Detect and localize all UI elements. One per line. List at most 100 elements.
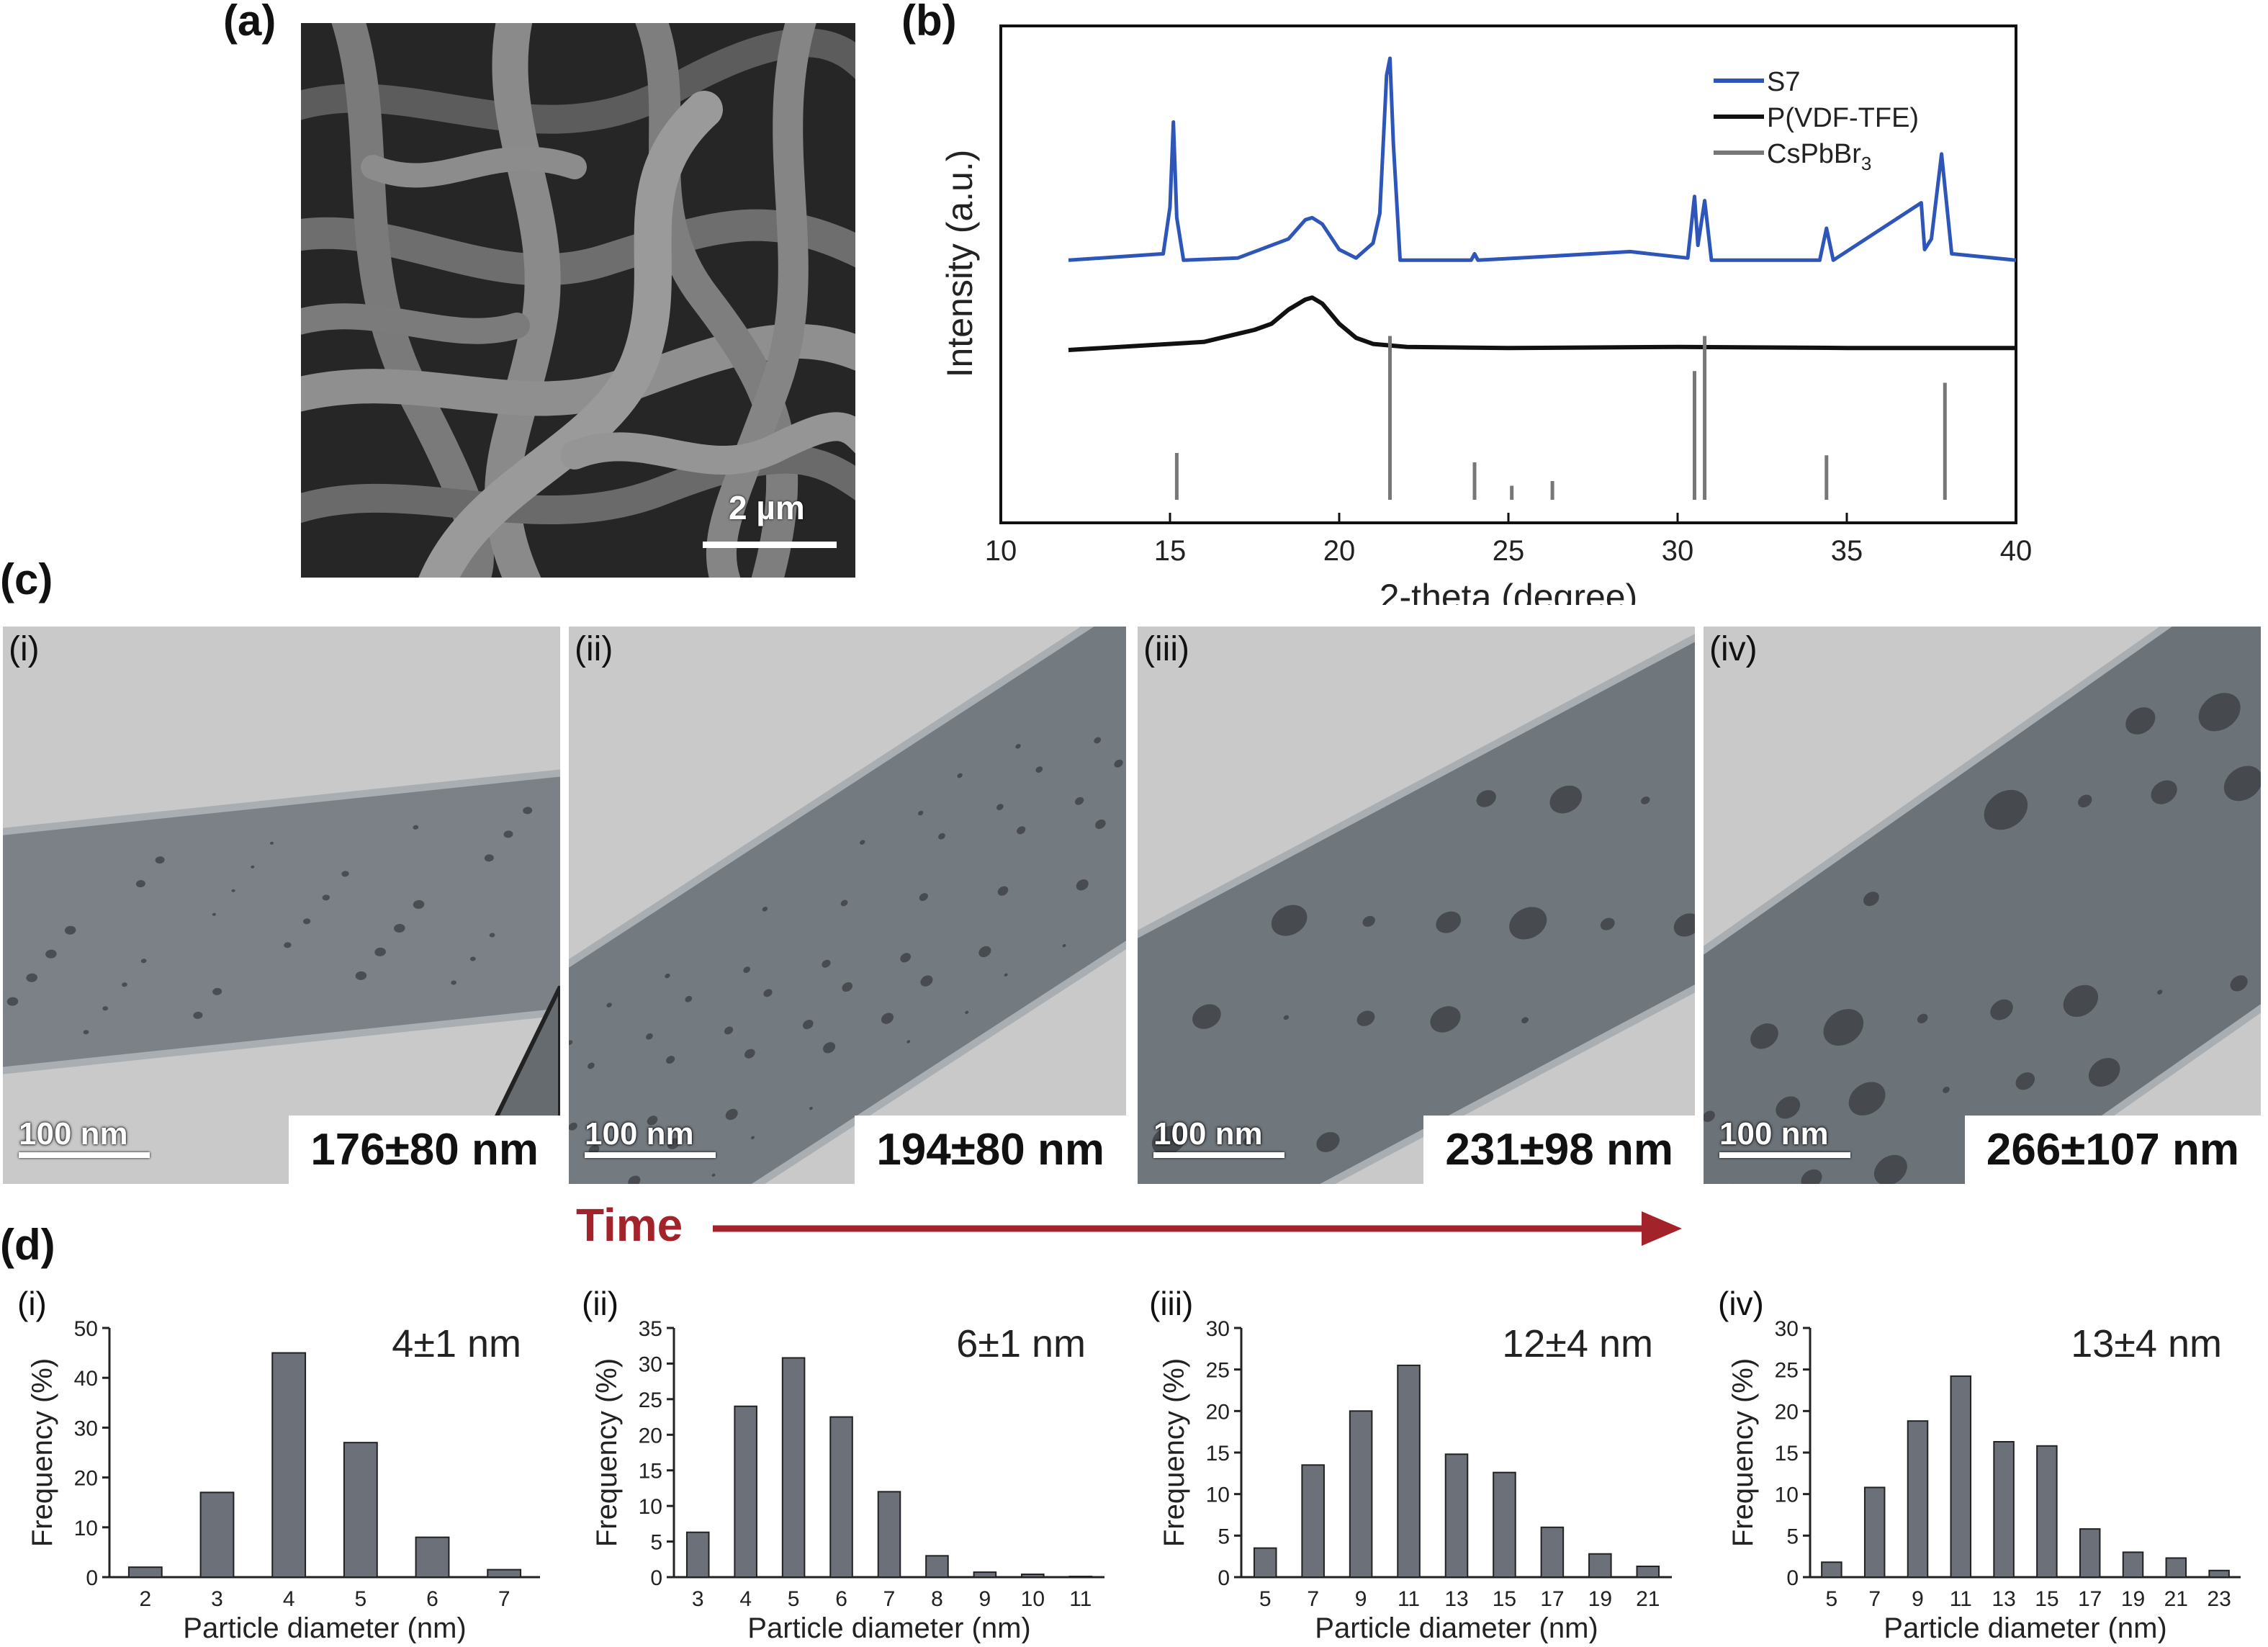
histogram-sub-label: (iv): [1718, 1285, 1764, 1322]
tem-particle: [45, 949, 57, 959]
tem-particle: [1436, 911, 1462, 933]
histogram-x-axis-label: Particle diameter (nm): [747, 1612, 1030, 1643]
tem-particle: [122, 982, 127, 987]
histogram-x-tick-label: 7: [883, 1587, 896, 1611]
tem-particle: [1848, 1082, 1886, 1116]
histogram-x-tick-label: 11: [1398, 1587, 1420, 1611]
tem-image: (iii) 100 nm 231±98 nm: [1138, 627, 1695, 1184]
tem-particle: [628, 1175, 641, 1184]
tem-particle: [860, 840, 865, 845]
tem-particle: [751, 1136, 755, 1139]
histogram-bar: [199, 1491, 235, 1578]
tem-particle: [284, 942, 292, 948]
tem-particle: [900, 953, 911, 963]
tem-particle: [2063, 984, 2099, 1018]
tem-particle: [1704, 1110, 1715, 1122]
tem-fiber: [1138, 627, 1695, 1184]
tem-particle: [2015, 1072, 2035, 1090]
tem-particle: [1004, 973, 1008, 977]
histogram-x-axis-label: Particle diameter (nm): [1315, 1612, 1598, 1643]
tem-particle: [83, 1030, 89, 1035]
tem-particle: [822, 959, 831, 968]
histogram-bar: [925, 1555, 949, 1579]
tem-particle: [451, 980, 457, 985]
histogram-bar: [2079, 1528, 2101, 1578]
tem-particle: [1316, 1131, 1340, 1152]
tem-particle: [1673, 913, 1695, 937]
histogram-y-tick-label: 15: [1775, 1442, 1799, 1466]
tem-particle: [725, 1108, 738, 1121]
histogram-bar: [829, 1416, 853, 1578]
xrd-legend-label: CsPbBr3: [1767, 139, 1871, 174]
histogram-y-axis-label: Frequency (%): [1727, 1358, 1759, 1547]
tem-particle: [484, 854, 494, 862]
histogram-x-tick-label: 15: [2035, 1587, 2058, 1611]
tem-particle: [823, 1042, 836, 1054]
tem-particle: [1074, 796, 1084, 805]
histogram-x-tick-label: 6: [835, 1587, 847, 1611]
tem-particle: [489, 933, 495, 938]
histogram-y-tick-label: 30: [74, 1417, 98, 1440]
tem-scale-bar: [585, 1152, 716, 1158]
histogram-mean-annotation: 12±4 nm: [1502, 1322, 1653, 1365]
tem-particle: [606, 1002, 612, 1008]
tem-particle: [1243, 1136, 1254, 1146]
tem-particle: [64, 925, 76, 935]
histogram-y-tick-label: 30: [639, 1352, 662, 1376]
histogram-bar: [1493, 1471, 1516, 1578]
histogram-bar: [1068, 1576, 1093, 1578]
xrd-x-tick-label: 25: [1493, 535, 1525, 567]
sem-scale-label: 2 µm: [729, 489, 805, 526]
tem-particle: [503, 830, 513, 838]
histogram-y-tick-label: 25: [639, 1388, 662, 1412]
tem-particle: [413, 899, 425, 909]
tem-particle: [469, 956, 476, 961]
histogram-y-tick-label: 30: [1775, 1317, 1799, 1341]
histogram-y-tick-label: 35: [639, 1317, 662, 1341]
histogram-x-tick-label: 4: [283, 1587, 295, 1611]
xrd-x-tick-label: 15: [1154, 535, 1187, 567]
tem-particle: [938, 833, 945, 840]
histogram-chart: (i) 0 10 20 30 40 50 2 3 4 5 6 7 Particle diameter (n…: [17, 1285, 540, 1643]
histogram-y-tick-label: 40: [74, 1367, 98, 1391]
panel-d-label: (d): [0, 1221, 55, 1269]
tem-particle: [647, 1116, 658, 1126]
xrd-x-tick-label: 20: [1323, 535, 1356, 567]
histogram-x-tick-label: 21: [2164, 1587, 2188, 1611]
tem-particle: [2088, 1058, 2120, 1087]
tem-particle: [2230, 975, 2248, 992]
histogram-y-tick-label: 20: [639, 1424, 662, 1448]
histogram-y-axis-label: Frequency (%): [1158, 1358, 1190, 1547]
histogram-bar: [1349, 1410, 1373, 1578]
histogram-y-tick-label: 15: [1206, 1442, 1230, 1466]
tem-particle: [881, 1013, 894, 1024]
tem-particle: [711, 1173, 716, 1177]
tem-particle: [588, 1144, 600, 1155]
histogram-y-tick-label: 10: [1775, 1484, 1799, 1507]
histogram-bar: [271, 1352, 307, 1578]
tem-particle: [840, 899, 848, 907]
tem-particle: [918, 810, 924, 816]
tem-particle: [251, 865, 255, 869]
tem-particle: [724, 1026, 734, 1035]
histogram-bar: [1021, 1574, 1045, 1579]
xrd-series-line: [1068, 295, 2016, 352]
tem-particle: [523, 807, 533, 814]
tem-fiber: [3, 738, 560, 1103]
tem-particle: [394, 923, 405, 933]
histogram-bar: [877, 1491, 901, 1578]
tem-particle: [1750, 1023, 1778, 1049]
tem-particle: [809, 1106, 813, 1110]
histogram-bar: [1397, 1364, 1421, 1579]
histogram-x-tick-label: 5: [354, 1587, 366, 1611]
histogram-bar: [734, 1405, 757, 1578]
tem-fiber-graphic: [1704, 627, 2261, 1184]
tem-scale-label: 100 nm: [19, 1116, 128, 1152]
xrd-legend-text: P(VDF-TFE): [1767, 103, 1919, 133]
histogram-bar: [1444, 1453, 1469, 1578]
tem-particle: [1984, 789, 2028, 830]
histogram-x-tick-label: 7: [498, 1587, 510, 1611]
histogram-y-tick-label: 20: [1775, 1400, 1799, 1424]
histogram-x-tick-label: 4: [739, 1587, 752, 1611]
histogram-x-tick-label: 2: [139, 1587, 151, 1611]
